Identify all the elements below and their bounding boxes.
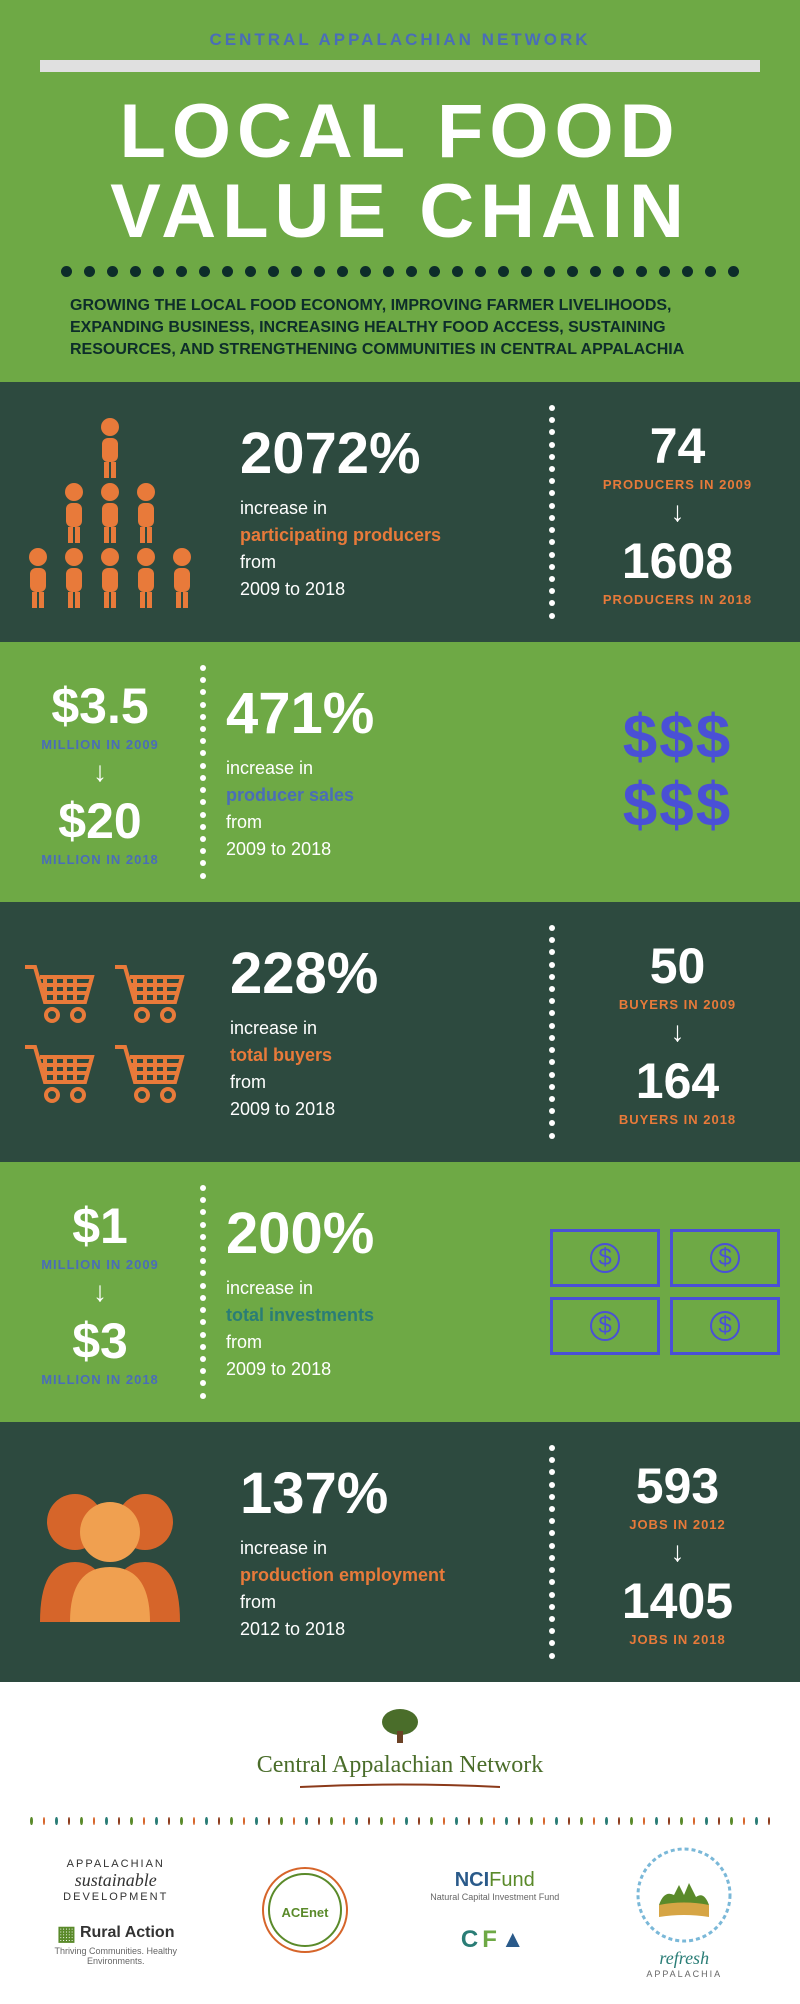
invest-left: $1 MILLION IN 2009 ↓ $3 MILLION IN 2018 <box>0 1162 200 1422</box>
people-icon <box>0 382 220 642</box>
stat-row-investments: $1 MILLION IN 2009 ↓ $3 MILLION IN 2018 … <box>0 1162 800 1422</box>
invest-before-label: MILLION IN 2009 <box>41 1257 159 1272</box>
logo-ncifund: NCIFund Natural Capital Investment Fund … <box>409 1869 581 1954</box>
producers-center: 2072% increase in participating producer… <box>220 382 549 642</box>
money-bill-icon: $ <box>670 1229 780 1287</box>
footer-dots <box>30 1817 770 1825</box>
producers-before: 74 <box>650 417 706 475</box>
arrow-down-icon: ↓ <box>671 1536 685 1568</box>
logo-refresh: refresh APPALACHIA <box>599 1845 771 1979</box>
logo-cfa: CF▲ <box>409 1926 581 1954</box>
buyers-percent: 228% <box>230 940 529 1007</box>
money-icons: $ $ $ $ <box>530 1162 800 1422</box>
dollar-signs-icon: $$$ $$$ <box>555 642 800 902</box>
description: GROWING THE LOCAL FOOD ECONOMY, IMPROVIN… <box>40 295 760 362</box>
title-line1: LOCAL FOOD <box>40 92 760 172</box>
buyers-after: 164 <box>636 1052 719 1110</box>
money-bill-icon: $ <box>550 1297 660 1355</box>
header-divider <box>40 60 760 72</box>
sales-percent: 471% <box>226 680 535 747</box>
producers-right: 74 PRODUCERS IN 2009 ↓ 1608 PRODUCERS IN… <box>555 382 800 642</box>
sales-after: $20 <box>58 792 141 850</box>
employ-after: 1405 <box>622 1572 733 1630</box>
svg-text:ACEnet: ACEnet <box>282 1905 330 1920</box>
logo-grid: APPALACHIAN sustainable DEVELOPMENT ▦ Ru… <box>30 1845 770 1979</box>
employ-text: increase in production employment from 2… <box>240 1535 529 1643</box>
arrow-down-icon: ↓ <box>671 1016 685 1048</box>
invest-center: 200% increase in total investments from … <box>206 1162 530 1422</box>
employ-before: 593 <box>636 1457 719 1515</box>
buyers-before-label: BUYERS IN 2009 <box>619 997 736 1012</box>
money-bill-icon: $ <box>550 1229 660 1287</box>
employ-right: 593 JOBS IN 2012 ↓ 1405 JOBS IN 2018 <box>555 1422 800 1682</box>
logo-underline <box>300 1782 500 1792</box>
sales-left: $3.5 MILLION IN 2009 ↓ $20 MILLION IN 20… <box>0 642 200 902</box>
stat-row-employment: 137% increase in production employment f… <box>0 1422 800 1682</box>
producers-text: increase in participating producers from… <box>240 495 529 603</box>
buyers-after-label: BUYERS IN 2018 <box>619 1112 736 1127</box>
cart-icon <box>110 957 190 1027</box>
title-line2: VALUE CHAIN <box>40 172 760 252</box>
buyers-center: 228% increase in total buyers from 2009 … <box>210 902 549 1162</box>
invest-before: $1 <box>72 1197 128 1255</box>
sales-after-label: MILLION IN 2018 <box>41 852 159 867</box>
header-section: CENTRAL APPALACHIAN NETWORK LOCAL FOOD V… <box>0 0 800 382</box>
buyers-text: increase in total buyers from 2009 to 20… <box>230 1015 529 1123</box>
cart-icon <box>20 1037 100 1107</box>
people-group-icon <box>0 1422 220 1682</box>
org-name: CENTRAL APPALACHIAN NETWORK <box>40 30 760 50</box>
dotted-divider <box>40 266 760 277</box>
logo-acenet: ACEnet <box>220 1865 392 1958</box>
employ-percent: 137% <box>240 1460 529 1527</box>
cart-icon <box>20 957 100 1027</box>
sales-before: $3.5 <box>51 677 148 735</box>
cart-icons <box>0 902 210 1162</box>
buyers-before: 50 <box>650 937 706 995</box>
logo-rural-action: ▦ Rural Action <box>30 1921 202 1946</box>
sales-center: 471% increase in producer sales from 200… <box>206 642 555 902</box>
main-title: LOCAL FOOD VALUE CHAIN <box>40 92 760 252</box>
employ-before-label: JOBS IN 2012 <box>629 1517 726 1532</box>
arrow-down-icon: ↓ <box>671 496 685 528</box>
sales-text: increase in producer sales from 2009 to … <box>226 755 535 863</box>
producers-after-label: PRODUCERS IN 2018 <box>603 592 752 607</box>
invest-percent: 200% <box>226 1200 510 1267</box>
employ-after-label: JOBS IN 2018 <box>629 1632 726 1647</box>
stat-row-sales: $3.5 MILLION IN 2009 ↓ $20 MILLION IN 20… <box>0 642 800 902</box>
cart-icon <box>110 1037 190 1107</box>
producers-after: 1608 <box>622 532 733 590</box>
tree-icon <box>375 1707 425 1747</box>
invest-after-label: MILLION IN 2018 <box>41 1372 159 1387</box>
employ-center: 137% increase in production employment f… <box>220 1422 549 1682</box>
stat-row-buyers: 228% increase in total buyers from 2009 … <box>0 902 800 1162</box>
footer-section: Central Appalachian Network APPALACHIAN … <box>0 1682 800 2004</box>
money-bill-icon: $ <box>670 1297 780 1355</box>
main-logo: Central Appalachian Network <box>30 1707 770 1797</box>
logo-asd: APPALACHIAN sustainable DEVELOPMENT ▦ Ru… <box>30 1858 202 1966</box>
stat-row-producers: 2072% increase in participating producer… <box>0 382 800 642</box>
buyers-right: 50 BUYERS IN 2009 ↓ 164 BUYERS IN 2018 <box>555 902 800 1162</box>
sales-before-label: MILLION IN 2009 <box>41 737 159 752</box>
arrow-down-icon: ↓ <box>93 756 107 788</box>
invest-text: increase in total investments from 2009 … <box>226 1275 510 1383</box>
producers-before-label: PRODUCERS IN 2009 <box>603 477 752 492</box>
invest-after: $3 <box>72 1312 128 1370</box>
arrow-down-icon: ↓ <box>93 1276 107 1308</box>
producers-percent: 2072% <box>240 420 529 487</box>
